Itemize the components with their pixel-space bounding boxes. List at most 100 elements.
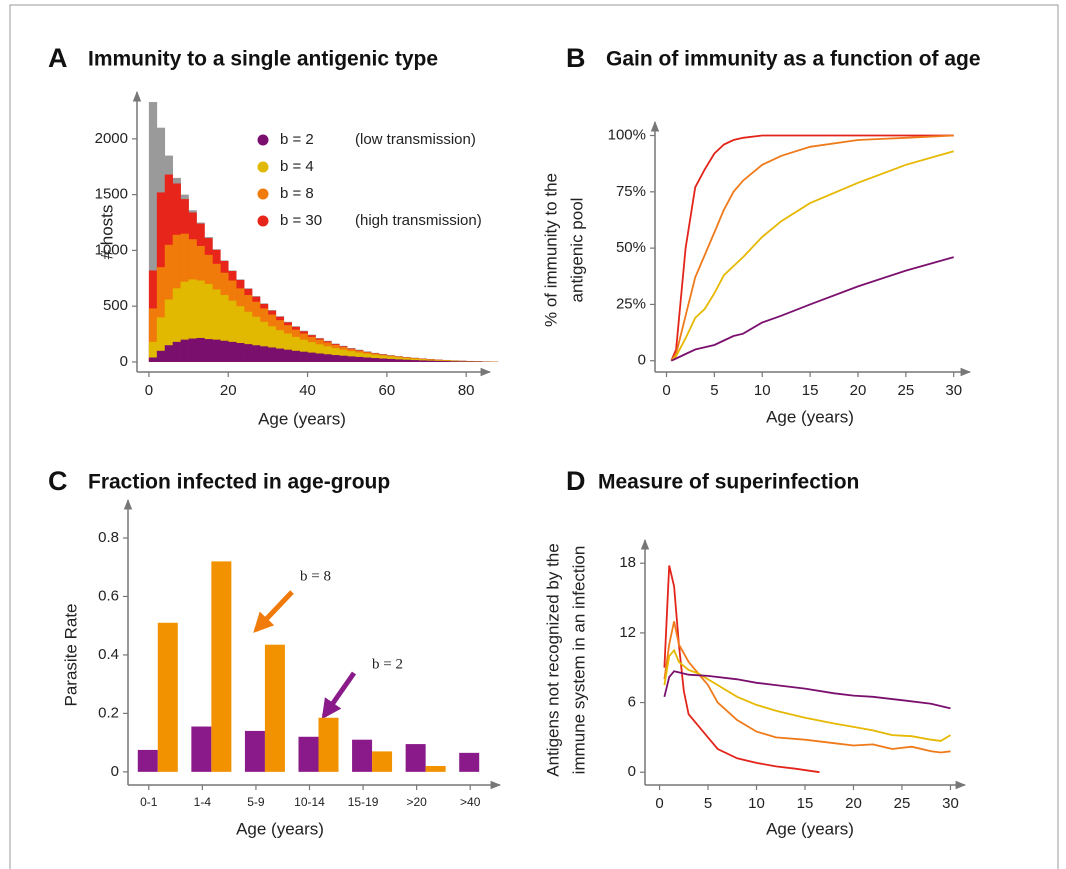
y-tick-label: 0.2 [98,704,119,721]
hist-bar [164,299,173,362]
bar [352,739,373,772]
panel-title: Measure of superinfection [598,471,859,494]
hist-bar [307,352,316,362]
x-tick-label: 30 [945,382,962,399]
bar [157,622,178,772]
x-tick-label: 10 [754,382,771,399]
hist-bar [434,360,443,362]
hist-bar [172,341,181,362]
hist-bar [172,288,181,362]
x-tick-label: 0-1 [140,795,158,809]
y-tick-label: 0 [120,353,128,370]
bar [405,744,426,772]
y-tick-label: 100% [608,126,646,143]
hist-bar [267,347,277,362]
legend-label: b = 30 [280,212,322,229]
hist-bar [378,358,388,362]
x-tick-label: 10-14 [294,795,325,809]
hist-bar [196,280,205,362]
hist-bar [315,353,324,362]
x-axis-label: Age (years) [236,819,324,838]
data-line [670,134,954,362]
hist-bar [236,306,245,362]
hist-bar [402,359,411,362]
hist-bar [418,360,427,362]
hist-bar [291,336,300,362]
bar [298,736,319,772]
legend-marker [257,161,269,173]
hist-bar [220,340,229,362]
x-tick-label: 30 [942,795,959,812]
annotation-arrow [321,671,357,720]
hist-bar [283,349,292,362]
x-tick-label: 5 [704,795,712,812]
data-line [663,621,951,754]
hist-bar [228,300,237,362]
y-axis-label: Antigens not recognized by the [543,543,562,776]
y-tick-label: 0 [638,352,646,369]
x-tick-label: >40 [460,795,481,809]
y-tick-label: 12 [619,624,636,641]
hist-bar [299,351,308,362]
hist-bar [259,321,269,362]
annotation: b = 8 [300,568,331,584]
bar [372,751,393,772]
x-axis-label: Age (years) [766,407,854,426]
bar [264,644,285,772]
x-tick-label: 20 [850,382,867,399]
y-tick-label: 1000 [95,241,128,258]
hist-bar [196,337,205,362]
x-tick-label: 20 [845,795,862,812]
hist-bar [291,350,300,362]
hist-bar [180,339,189,362]
y-axis-label: % of immunity to the [541,173,560,327]
hist-bar [339,355,348,362]
hist-bar [386,358,396,362]
y-tick-label: 0.8 [98,529,119,546]
data-line [670,150,954,362]
y-axis-label: antigenic pool [567,198,586,303]
hist-bar [220,295,229,362]
y-tick-label: 0.6 [98,587,119,604]
y-axis-label: Parasite Rate [61,604,80,707]
x-axis-label: Age (years) [258,409,346,428]
x-tick-label: 40 [299,382,316,399]
hist-bar [355,356,364,362]
legend-marker [257,188,269,200]
bar [211,561,232,772]
x-tick-label: 60 [379,382,396,399]
y-tick-label: 0 [628,763,636,780]
bar [425,766,446,772]
legend-label: b = 8 [280,185,314,202]
data-line [663,648,951,742]
hist-bar [331,355,340,362]
y-tick-label: 0 [111,763,119,780]
hist-bar [450,361,459,362]
y-tick-label: 18 [619,554,636,571]
hist-bar [458,361,467,362]
hist-bar [148,102,158,362]
data-line [670,134,954,362]
hist-bar [267,326,277,362]
x-tick-label: 15 [797,795,814,812]
panel-label: D [566,466,586,496]
y-tick-label: 75% [616,183,646,200]
y-tick-label: 50% [616,239,646,256]
hist-bar [148,341,158,362]
hist-bar [283,333,292,362]
hist-bar [442,361,451,362]
hist-bar [180,281,189,362]
legend-marker [257,215,269,227]
hist-bar [156,350,166,362]
legend-marker [257,134,269,146]
x-tick-label: 80 [458,382,475,399]
hist-bar [228,341,237,362]
panel-title: Immunity to a single antigenic type [88,48,438,71]
bar [459,752,480,772]
hist-bar [252,316,261,362]
panel-label: A [48,43,68,73]
hist-bar [244,311,253,362]
y-tick-label: 1500 [95,186,128,203]
hist-bar [212,289,221,362]
hist-bar [259,346,269,362]
